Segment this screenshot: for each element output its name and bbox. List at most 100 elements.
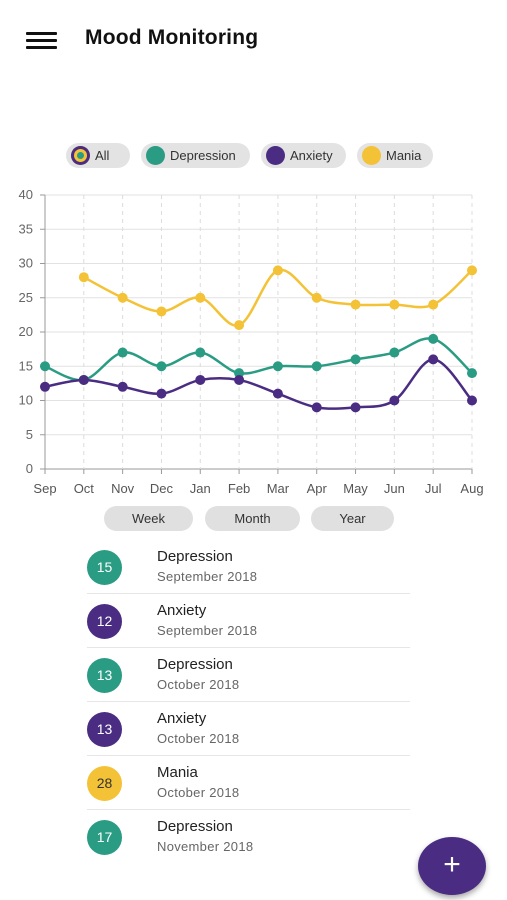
y-tick-label: 5 — [26, 427, 33, 442]
entry-type: Depression — [157, 656, 233, 673]
app-bar: Mood Monitoring — [0, 0, 507, 80]
depression-data-point — [389, 347, 400, 358]
filter-chip-mania[interactable]: Mania — [357, 143, 433, 168]
mania-data-point — [467, 265, 477, 276]
mania-data-point — [234, 320, 245, 331]
y-tick-label: 40 — [19, 187, 33, 202]
range-month-button[interactable]: Month — [205, 506, 300, 531]
depression-data-point — [234, 368, 245, 379]
filter-chips: All Depression Anxiety Mania — [0, 143, 507, 169]
range-year-button[interactable]: Year — [311, 506, 394, 531]
entry-type: Mania — [157, 764, 198, 781]
mood-entry[interactable]: 28 Mania October 2018 — [87, 756, 410, 810]
filter-chip-label: Anxiety — [290, 148, 333, 163]
anxiety-data-point — [78, 374, 89, 385]
page-title: Mood Monitoring — [85, 26, 259, 49]
mania-data-point — [272, 265, 283, 276]
entry-date: September 2018 — [157, 623, 258, 638]
time-range-selector: Week Month Year — [0, 506, 507, 532]
anxiety-data-point — [195, 374, 206, 385]
anxiety-data-point — [272, 388, 283, 399]
mania-data-point — [428, 299, 439, 310]
depression-data-point — [311, 361, 322, 372]
mood-entry[interactable]: 17 Depression November 2018 — [87, 810, 410, 864]
mania-data-point — [195, 292, 206, 303]
mood-entry[interactable]: 12 Anxiety September 2018 — [87, 594, 410, 648]
mood-line-chart: 0 5 10 15 20 25 30 35 40 Sep Oct Nov Dec Jan Feb Mar Apr… — [19, 187, 484, 496]
add-entry-button[interactable]: + — [418, 837, 486, 895]
mania-data-point — [78, 272, 89, 283]
score-badge: 13 — [87, 712, 122, 747]
x-tick-label: Aug — [460, 481, 483, 496]
entry-type: Anxiety — [157, 602, 207, 619]
mania-data-point — [311, 292, 322, 303]
mood-entry[interactable]: 15 Depression September 2018 — [87, 540, 410, 594]
filter-chip-depression[interactable]: Depression — [141, 143, 250, 168]
mania-data-point — [117, 292, 128, 303]
score-badge: 13 — [87, 658, 122, 693]
x-tick-label: Oct — [74, 481, 95, 496]
entry-date: November 2018 — [157, 839, 254, 854]
plus-icon: + — [443, 848, 461, 881]
mood-entry[interactable]: 13 Depression October 2018 — [87, 648, 410, 702]
menu-line — [26, 39, 57, 42]
anxiety-data-point — [350, 402, 361, 413]
score-badge: 17 — [87, 820, 122, 855]
depression-data-point — [156, 361, 167, 372]
anxiety-data-point — [40, 381, 50, 392]
menu-line — [26, 32, 57, 35]
y-tick-label: 20 — [19, 324, 33, 339]
filter-chip-anxiety[interactable]: Anxiety — [261, 143, 346, 168]
anxiety-data-point — [156, 388, 167, 399]
entry-type: Anxiety — [157, 710, 207, 727]
anxiety-data-point — [311, 402, 322, 413]
filter-chip-all[interactable]: All — [66, 143, 130, 168]
mania-data-point — [389, 299, 400, 310]
x-tick-label: Dec — [150, 481, 174, 496]
y-tick-label: 25 — [19, 290, 33, 305]
x-tick-label: Sep — [33, 481, 56, 496]
depression-data-point — [428, 333, 439, 344]
x-tick-label: Jun — [384, 481, 405, 496]
score-badge: 15 — [87, 550, 122, 585]
anxiety-data-point — [117, 381, 128, 392]
y-tick-label: 10 — [19, 393, 33, 408]
mania-color-dot — [362, 146, 381, 165]
filter-chip-label: Mania — [386, 148, 422, 163]
mania-data-point — [156, 306, 167, 317]
depression-color-dot — [146, 146, 165, 165]
y-tick-label: 30 — [19, 256, 33, 271]
anxiety-series-line — [44, 358, 473, 410]
entry-type: Depression — [157, 548, 233, 565]
x-tick-label: Jul — [425, 481, 442, 496]
anxiety-data-point — [467, 395, 477, 406]
y-tick-label: 0 — [26, 461, 33, 476]
entry-date: September 2018 — [157, 569, 258, 584]
anxiety-data-point — [428, 354, 439, 365]
y-tick-label: 35 — [19, 221, 33, 236]
x-tick-label: Jan — [190, 481, 211, 496]
anxiety-color-dot — [266, 146, 285, 165]
mood-entry-list: 15 Depression September 2018 12 Anxiety … — [87, 540, 410, 864]
score-badge: 12 — [87, 604, 122, 639]
mood-entry[interactable]: 13 Anxiety October 2018 — [87, 702, 410, 756]
menu-line — [26, 46, 57, 49]
y-tick-label: 15 — [19, 358, 33, 373]
depression-series-line — [44, 337, 473, 382]
score-badge: 28 — [87, 766, 122, 801]
all-moods-icon — [71, 146, 90, 165]
depression-data-point — [117, 347, 128, 358]
mania-data-point — [350, 299, 361, 310]
x-tick-label: Apr — [307, 481, 328, 496]
filter-chip-label: Depression — [170, 148, 236, 163]
x-tick-label: Nov — [111, 481, 135, 496]
filter-chip-label: All — [95, 148, 110, 163]
anxiety-data-point — [234, 374, 245, 385]
entry-date: October 2018 — [157, 677, 240, 692]
range-week-button[interactable]: Week — [104, 506, 193, 531]
hamburger-menu-icon[interactable] — [22, 26, 62, 54]
entry-type: Depression — [157, 818, 233, 835]
x-tick-label: May — [343, 481, 368, 496]
depression-data-point — [272, 361, 283, 372]
x-tick-label: Feb — [228, 481, 250, 496]
